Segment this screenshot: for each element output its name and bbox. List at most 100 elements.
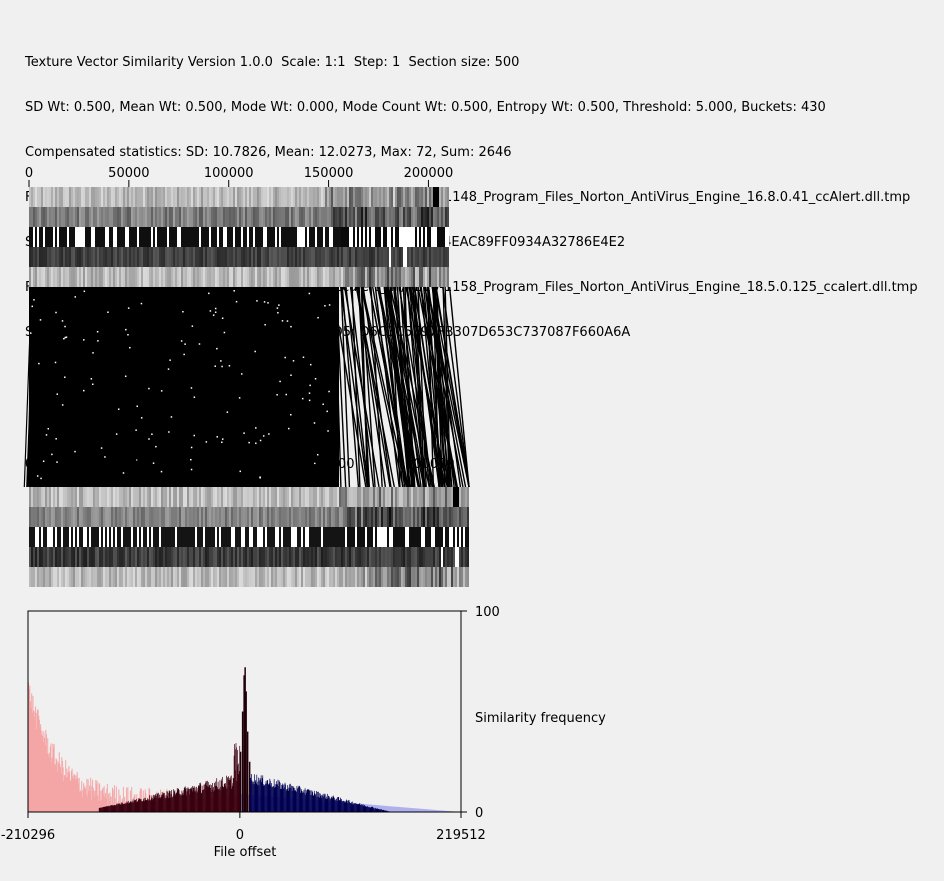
texture-cell <box>435 507 437 527</box>
texture-cell <box>273 507 275 527</box>
texture-cell <box>377 207 379 227</box>
texture-cell <box>133 547 135 567</box>
texture-cell <box>57 227 59 247</box>
texture-cell <box>141 227 143 247</box>
texture-cell <box>345 267 347 287</box>
texture-cell <box>115 187 117 207</box>
texture-cell <box>67 227 69 247</box>
histogram-bar <box>309 790 311 812</box>
histogram-bar <box>56 759 58 812</box>
gap-speck <box>248 441 250 444</box>
texture-cell <box>285 267 287 287</box>
gap-speck <box>184 343 186 345</box>
texture-cell <box>175 527 177 547</box>
texture-cell <box>111 567 113 587</box>
texture-cell <box>285 247 287 267</box>
texture-cell <box>39 547 41 567</box>
texture-cell <box>153 547 155 567</box>
texture-cell <box>265 487 267 507</box>
histogram-bar <box>35 712 37 812</box>
gap-speck <box>190 468 193 471</box>
texture-cell <box>459 487 461 507</box>
match-line <box>267 286 273 488</box>
texture-cell <box>359 487 361 507</box>
texture-cell <box>133 207 135 227</box>
texture-cell <box>243 567 245 587</box>
texture-cell <box>297 547 299 567</box>
texture-cell <box>391 187 393 207</box>
texture-cell <box>367 247 369 267</box>
gap-speck <box>104 456 106 458</box>
texture-cell <box>141 187 143 207</box>
histogram-bar <box>233 755 235 812</box>
texture-cell <box>223 187 225 207</box>
texture-cell <box>437 507 439 527</box>
texture-cell <box>211 507 213 527</box>
texture-cell <box>349 207 351 227</box>
histogram-bar <box>159 797 161 812</box>
histogram-bar <box>279 782 281 812</box>
texture-cell <box>443 547 445 567</box>
gap-speck <box>29 332 32 334</box>
histogram-bar <box>96 780 98 812</box>
texture-cell <box>89 507 91 527</box>
texture-cell <box>257 547 259 567</box>
texture-cell <box>61 207 63 227</box>
histogram-bar <box>103 806 105 812</box>
texture-cell <box>263 227 265 247</box>
match-line <box>296 286 303 488</box>
histogram-bar <box>204 788 205 812</box>
texture-cell <box>383 227 385 247</box>
texture-cell <box>41 227 43 247</box>
texture-cell <box>375 267 377 287</box>
histogram-bar <box>181 794 182 812</box>
histogram-bar <box>105 798 107 812</box>
histogram-bar <box>94 790 96 812</box>
texture-cell <box>429 267 431 287</box>
histogram-bar <box>293 786 295 812</box>
texture-cell <box>141 247 143 267</box>
histogram-bar <box>51 762 53 812</box>
texture-cell <box>111 187 113 207</box>
texture-cell <box>197 507 199 527</box>
texture-cell <box>241 227 243 247</box>
texture-cell <box>33 487 35 507</box>
gap-speck <box>151 433 153 435</box>
texture-cell <box>275 187 277 207</box>
texture-cell <box>291 567 293 587</box>
texture-cell <box>107 247 109 267</box>
texture-cell <box>253 227 255 247</box>
texture-cell <box>291 507 293 527</box>
match-line <box>88 286 92 488</box>
texture-cell <box>463 567 465 587</box>
histogram-bar <box>224 783 226 812</box>
histogram-bar <box>224 786 226 812</box>
texture-cell <box>381 187 383 207</box>
texture-cell <box>403 487 405 507</box>
texture-cell <box>331 567 333 587</box>
histogram-bar <box>36 729 38 812</box>
texture-cell <box>65 207 67 227</box>
texture-cell <box>269 207 271 227</box>
match-line <box>355 286 395 488</box>
texture-cell <box>103 227 105 247</box>
texture-cell <box>159 227 161 247</box>
gap-speck <box>233 290 235 292</box>
gap-speck <box>140 417 143 419</box>
texture-cell <box>199 247 201 267</box>
texture-cell <box>359 527 361 547</box>
texture-cell <box>385 527 387 547</box>
texture-cell <box>37 507 39 527</box>
match-line <box>51 286 56 488</box>
texture-cell <box>267 487 269 507</box>
texture-cell <box>305 487 307 507</box>
texture-cell <box>173 567 175 587</box>
match-line <box>70 286 76 488</box>
texture-cell <box>101 547 103 567</box>
gap-speck <box>262 435 265 437</box>
texture-cell <box>105 507 107 527</box>
texture-cell <box>287 567 289 587</box>
histogram-bar <box>334 799 336 812</box>
texture-cell <box>351 227 353 247</box>
histogram-bar <box>324 793 326 812</box>
